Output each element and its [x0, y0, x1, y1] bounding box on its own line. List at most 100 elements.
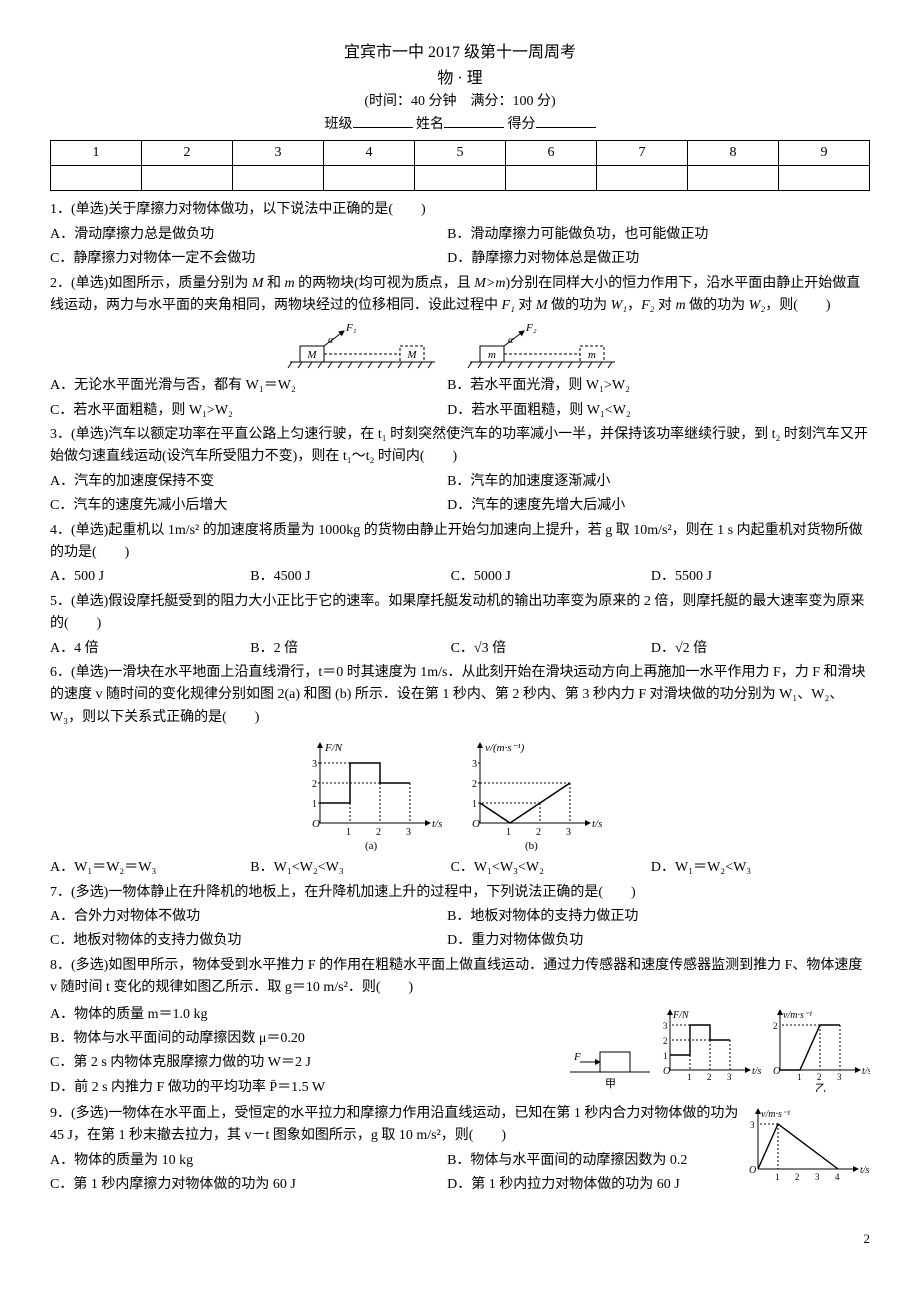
q3-C: C．汽车的速度先减小后增大: [50, 495, 444, 517]
svg-text:m: m: [488, 349, 496, 361]
svg-text:2: 2: [472, 779, 477, 790]
svg-text:O: O: [749, 1165, 756, 1176]
svg-text:M: M: [406, 349, 417, 361]
col-1: 1: [51, 140, 142, 165]
q6-C: C．W₁<W₃<W₂: [451, 857, 648, 879]
svg-text:F₂: F₂: [525, 322, 537, 334]
q2-W1: W₁: [611, 298, 628, 313]
svg-text:3: 3: [837, 1072, 842, 1082]
q3-A: A．汽车的加速度保持不变: [50, 471, 444, 493]
q2-t6: 做的功为: [548, 298, 611, 313]
svg-text:1: 1: [775, 1172, 780, 1182]
svg-text:t/s: t/s: [860, 1165, 870, 1176]
page-number: 2: [50, 1229, 870, 1250]
exam-time: (时间：40 分钟 满分：100 分): [50, 91, 870, 113]
svg-text:1: 1: [797, 1072, 802, 1082]
q5-A: A．4 倍: [50, 638, 247, 660]
q2-D: D．若水平面粗糙，则 W₁<W₂: [447, 400, 631, 422]
svg-text:O: O: [472, 818, 480, 830]
q1-B: B．滑动摩擦力可能做负功，也可能做正功: [447, 224, 708, 246]
q6-D: D．W₁＝W₂<W₃: [651, 857, 751, 879]
svg-text:3: 3: [472, 759, 477, 770]
q5-C: C．√3 倍: [451, 638, 648, 660]
svg-text:2: 2: [376, 827, 381, 838]
q1-D: D．静摩擦力对物体总是做正功: [447, 248, 639, 270]
svg-text:2: 2: [312, 779, 317, 790]
svg-text:t/s: t/s: [432, 818, 442, 830]
q2-F2: F₂: [641, 298, 654, 313]
q2-m: m: [285, 276, 295, 291]
svg-text:2: 2: [663, 1036, 668, 1046]
svg-text:F₁: F₁: [345, 322, 357, 334]
col-5: 5: [415, 140, 506, 165]
svg-text:F/N: F/N: [672, 1010, 690, 1021]
q8-B: B．物体与水平面间的动摩擦因数 μ＝0.20: [50, 1028, 305, 1050]
q2-M2: M: [536, 298, 548, 313]
svg-text:2: 2: [536, 827, 541, 838]
q2-m2: m: [676, 298, 686, 313]
svg-text:3: 3: [663, 1021, 668, 1031]
svg-text:2: 2: [773, 1021, 778, 1031]
svg-text:3: 3: [750, 1120, 755, 1130]
q1-A: A．滑动摩擦力总是做负功: [50, 224, 444, 246]
q1-stem: 1．(单选)关于摩擦力对物体做功，以下说法中正确的是( ): [50, 199, 870, 221]
svg-text:4: 4: [835, 1172, 840, 1182]
q9-D: D．第 1 秒内拉力对物体做的功为 60 J: [447, 1174, 680, 1196]
q6-figure: F/N t/s O 1 2 3 1 2 3 (a) v/(m·s⁻¹) t/s …: [50, 733, 870, 853]
q2-F1: F₁: [502, 298, 515, 313]
col-6: 6: [506, 140, 597, 165]
svg-text:1: 1: [687, 1072, 692, 1082]
class-label: 班级: [325, 117, 353, 132]
svg-text:1: 1: [472, 799, 477, 810]
q2-t9: 做的功为: [686, 298, 749, 313]
score-label: 得分: [508, 117, 536, 132]
col-9: 9: [779, 140, 870, 165]
col-2: 2: [142, 140, 233, 165]
q2-A: A．无论水平面光滑与否，都有 W₁＝W₂: [50, 375, 444, 397]
svg-text:v/(m·s⁻¹): v/(m·s⁻¹): [485, 742, 525, 754]
q3-stem: 3．(单选)汽车以额定功率在平直公路上匀速行驶，在 t₁ 时刻突然使汽车的功率减…: [50, 424, 870, 469]
svg-text:3: 3: [815, 1172, 820, 1182]
q2-t1: 2．(单选)如图所示，质量分别为: [50, 276, 252, 291]
svg-text:t/s: t/s: [862, 1066, 870, 1077]
q2-Mgtm: M>m: [474, 276, 505, 291]
q2-W2: W₂: [749, 298, 766, 313]
svg-text:2: 2: [817, 1072, 822, 1082]
q7-stem: 7．(多选)一物体静止在升降机的地板上，在升降机加速上升的过程中，下列说法正确的…: [50, 882, 870, 904]
exam-info: 班级 姓名 得分: [50, 114, 870, 136]
q2-t3: 的两物块(均可视为质点，且: [295, 276, 475, 291]
svg-text:1: 1: [506, 827, 511, 838]
q8-C: C．第 2 s 内物体克服摩擦力做的功 W＝2 J: [50, 1052, 311, 1074]
q7-D: D．重力对物体做负功: [447, 930, 583, 952]
q3-B: B．汽车的加速度逐渐减小: [447, 471, 610, 493]
svg-text:M: M: [306, 349, 317, 361]
q5-stem: 5．(单选)假设摩托艇受到的阻力大小正比于它的速率。如果摩托艇发动机的输出功率变…: [50, 591, 870, 636]
exam-subject: 物 · 理: [50, 66, 870, 92]
svg-text:α: α: [508, 335, 514, 346]
svg-text:1: 1: [312, 799, 317, 810]
col-3: 3: [233, 140, 324, 165]
q8-figure: F 甲 F/N t/s O 1 2 3 1 2 3: [570, 1002, 870, 1092]
svg-text:O: O: [312, 818, 320, 830]
svg-text:甲: 甲: [605, 1078, 616, 1090]
q2-M: M: [252, 276, 264, 291]
q5-D: D．√2 倍: [651, 638, 707, 660]
q8-stem: 8．(多选)如图甲所示，物体受到水平推力 F 的作用在粗糙水平面上做直线运动．通…: [50, 955, 870, 1000]
q2-t5: 对: [515, 298, 536, 313]
svg-text:(b): (b): [525, 840, 538, 852]
col-7: 7: [597, 140, 688, 165]
svg-text:1: 1: [346, 827, 351, 838]
q6-stem: 6．(单选)一滑块在水平地面上沿直线滑行，t＝0 时其速度为 1m/s．从此刻开…: [50, 662, 870, 729]
svg-text:v/m·s⁻¹: v/m·s⁻¹: [783, 1010, 812, 1021]
answer-grid: 1 2 3 4 5 6 7 8 9: [50, 140, 870, 191]
q8-D: D．前 2 s 内推力 F 做功的平均功率 P̄＝1.5 W: [50, 1077, 325, 1099]
svg-text:F: F: [573, 1051, 581, 1063]
svg-text:O: O: [663, 1066, 670, 1077]
svg-text:2: 2: [707, 1072, 712, 1082]
q6-A: A．W₁＝W₂＝W₃: [50, 857, 247, 879]
svg-text:3: 3: [312, 759, 317, 770]
q8-A: A．物体的质量 m＝1.0 kg: [50, 1004, 208, 1026]
col-8: 8: [688, 140, 779, 165]
exam-title: 宜宾市一中 2017 级第十一周周考: [50, 40, 870, 66]
svg-text:t/s: t/s: [752, 1066, 762, 1077]
